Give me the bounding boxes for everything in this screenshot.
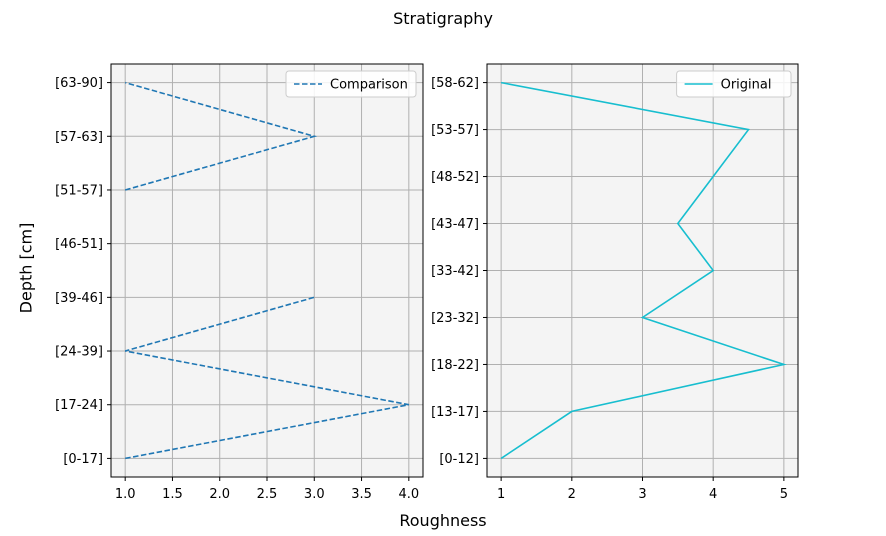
x-tick-label: 5 bbox=[780, 487, 788, 502]
series-line bbox=[500, 81, 787, 460]
x-tick-label: 2.0 bbox=[209, 487, 230, 502]
y-tick-label: [48-52] bbox=[431, 170, 479, 185]
axes-frame bbox=[486, 63, 799, 478]
legend-label: Original bbox=[721, 78, 772, 93]
figure-title: Stratigraphy bbox=[393, 9, 493, 28]
y-tick-label: [46-51] bbox=[55, 237, 103, 252]
x-tick-label: 1 bbox=[497, 487, 505, 502]
y-tick-label: [51-57] bbox=[55, 183, 103, 198]
x-tick-label: 1.5 bbox=[162, 487, 183, 502]
x-tick-label: 2 bbox=[568, 487, 576, 502]
y-tick-label: [17-24] bbox=[55, 398, 103, 413]
y-tick-label: [18-22] bbox=[431, 358, 479, 373]
y-tick-label: [53-57] bbox=[431, 123, 479, 138]
y-tick-label: [0-17] bbox=[63, 452, 103, 467]
x-tick-label: 4.0 bbox=[398, 487, 419, 502]
y-tick-label: [58-62] bbox=[431, 76, 479, 91]
y-tick-label: [24-39] bbox=[55, 345, 103, 360]
y-tick-label: [43-47] bbox=[431, 217, 479, 232]
series-line bbox=[124, 296, 409, 460]
y-tick-label: [57-63] bbox=[55, 130, 103, 145]
legend-box bbox=[676, 70, 792, 98]
legend-box bbox=[285, 70, 417, 98]
y-tick-label: [0-12] bbox=[439, 452, 479, 467]
axes-frame bbox=[110, 63, 424, 478]
x-axis-label: Roughness bbox=[399, 511, 487, 530]
x-tick-label: 1.0 bbox=[115, 487, 136, 502]
x-tick-label: 3 bbox=[638, 487, 646, 502]
y-tick-label: [63-90] bbox=[55, 76, 103, 91]
comparison-panel: 1.0 1.5 2.0 2.5 3.0 3.5 4.0 [0-17] [17-24] [24-39… bbox=[55, 63, 424, 502]
legend-label: Comparison bbox=[330, 78, 408, 93]
x-tick-label: 3.0 bbox=[304, 487, 325, 502]
x-tick-label: 3.5 bbox=[351, 487, 372, 502]
y-tick-label: [23-32] bbox=[431, 311, 479, 326]
x-tick-label: 2.5 bbox=[257, 487, 278, 502]
y-tick-label: [39-46] bbox=[55, 291, 103, 306]
original-panel: 1 2 3 4 5 [0-12] [13-17] [18-22] [23-32] [33-42] [… bbox=[431, 63, 799, 502]
x-tick-label: 4 bbox=[709, 487, 717, 502]
y-tick-label: [13-17] bbox=[431, 405, 479, 420]
y-tick-label: [33-42] bbox=[431, 264, 479, 279]
series-line bbox=[124, 81, 318, 191]
